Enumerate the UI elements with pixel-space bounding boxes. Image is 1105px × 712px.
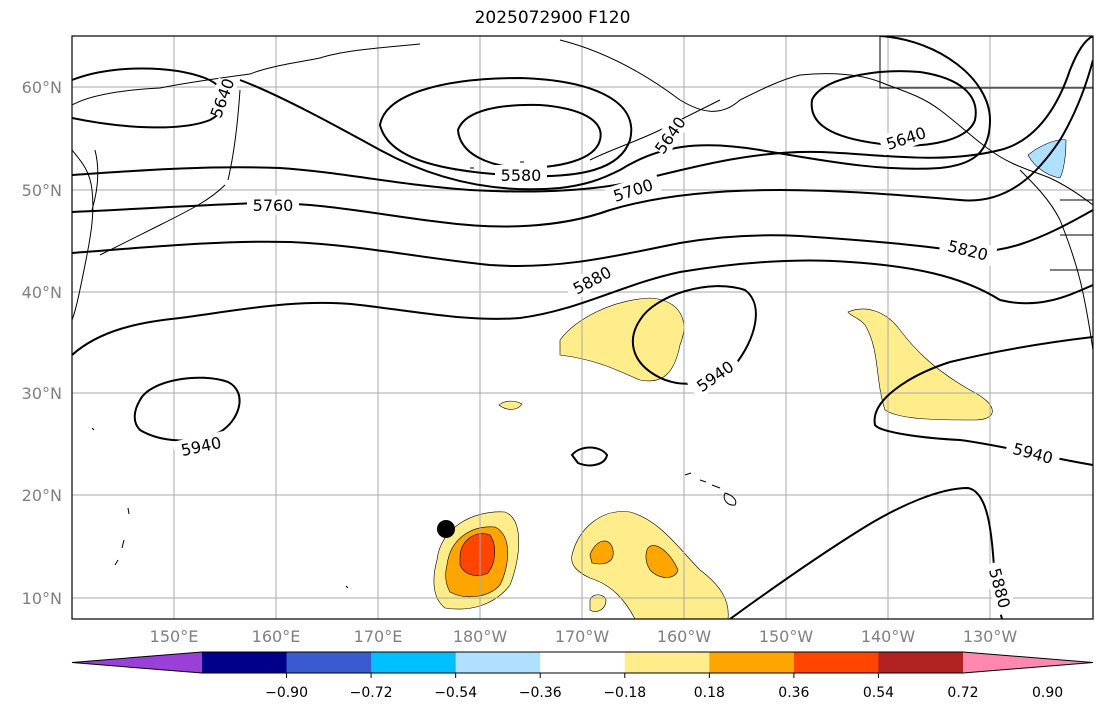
contour-label: 5760 [253, 196, 294, 215]
lon-label: 170°W [555, 627, 610, 646]
lat-label: 50°N [22, 181, 62, 200]
coast-alaska [559, 39, 1093, 206]
contour-5640-east [810, 70, 977, 147]
colorbar-tick-label: 0.18 [694, 685, 725, 701]
colorbar-outline [71, 651, 1094, 674]
yellow-blob-south-small [589, 594, 607, 612]
yellow-blob-small [498, 400, 523, 410]
yellow-region-northeast [847, 308, 993, 421]
lat-label: 10°N [22, 589, 62, 608]
colorbar-extend-min [72, 652, 202, 673]
contour-label-group: 5640 5640 5640 5580 5700 5760 5820 5880 … [172, 76, 1062, 616]
coast-asia-kamchatka [72, 43, 421, 256]
lon-label: 150°E [150, 627, 199, 646]
contour-5580 [378, 76, 633, 178]
colorbar-tick-label: −0.18 [603, 685, 646, 701]
contour-5940-small [570, 446, 609, 467]
colorbar-tick-label: −0.54 [434, 685, 477, 701]
contour-5700 [72, 36, 1093, 193]
colorbar-tick-label: 0.54 [863, 685, 894, 701]
colorbar-segment [709, 652, 795, 673]
lat-label: 20°N [22, 486, 62, 505]
lon-label: 160°E [252, 627, 301, 646]
colorbar-segment [624, 652, 710, 673]
contour-5580-inner [456, 103, 602, 170]
colorbar-tick-label: −0.90 [265, 685, 308, 701]
colorbar-tick-label: −0.36 [519, 685, 562, 701]
colorbar-tick-label: 0.36 [778, 685, 809, 701]
contour-5640-ring [239, 36, 992, 191]
coast-asia-east [72, 149, 99, 321]
colorbar-tick-label: 0.90 [1032, 685, 1063, 701]
lat-label: 40°N [22, 283, 62, 302]
lon-label: 150°W [759, 627, 814, 646]
colorbar-segment [540, 652, 626, 673]
lon-label: 140°W [861, 627, 916, 646]
border-lines [879, 36, 1093, 271]
colorbar-segment [455, 652, 541, 673]
colorbar-segment [202, 652, 288, 673]
colorbar-tick-label: 0.72 [947, 685, 978, 701]
colorbar-segment [286, 652, 372, 673]
colorbar-segment [878, 652, 964, 673]
colorbar [71, 651, 1094, 678]
colorbar-segment [371, 652, 457, 673]
lon-label: 180°W [453, 627, 508, 646]
red-region-southwest [459, 533, 495, 576]
map-frame [71, 35, 1094, 620]
colorbar-tick-labels: −0.90 −0.72 −0.54 −0.36 −0.18 0.18 0.36 … [265, 685, 1063, 701]
lat-label: 60°N [22, 78, 62, 97]
hawaii-islands [684, 472, 737, 506]
map-title: 2025072900 F120 [474, 8, 631, 28]
contour-5940-east [873, 336, 1093, 466]
shaded-anomaly-fields [433, 139, 1067, 619]
graticule [72, 36, 1093, 619]
latitude-labels: 60°N 50°N 40°N 30°N 20°N 10°N [22, 78, 62, 608]
lon-label: 170°E [354, 627, 403, 646]
location-marker [437, 520, 455, 538]
colorbar-extend-max [963, 652, 1093, 673]
contour-5880 [72, 259, 1093, 356]
colorbar-tick-label: −0.72 [350, 685, 393, 701]
contour-5940-central [632, 285, 757, 385]
orange-blob-south-a [589, 540, 614, 565]
coastlines [72, 36, 1093, 589]
lon-label: 130°W [963, 627, 1018, 646]
contour-label: 5580 [501, 166, 542, 185]
yellow-region-north-central [559, 297, 685, 382]
colorbar-segment [793, 652, 879, 673]
lon-label: 160°W [657, 627, 712, 646]
coast-na-west [1019, 169, 1093, 351]
orange-blob-south-b [645, 545, 679, 578]
longitude-labels: 150°E 160°E 170°E 180°W 170°W 160°W 150°… [150, 627, 1018, 646]
small-islands-west [91, 427, 349, 589]
lat-label: 30°N [22, 384, 62, 403]
